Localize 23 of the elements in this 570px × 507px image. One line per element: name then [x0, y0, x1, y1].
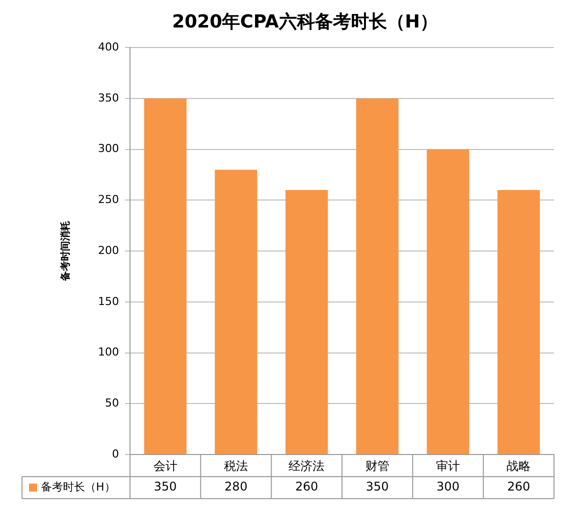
- data-label: 350: [154, 480, 177, 494]
- data-label: 280: [224, 480, 248, 494]
- y-tick-label: 350: [98, 91, 119, 104]
- x-tick-label: 经济法: [288, 458, 325, 473]
- x-tick-label: 战略: [506, 458, 531, 473]
- y-tick-label: 0: [112, 447, 119, 460]
- data-label: 300: [436, 480, 460, 494]
- y-tick-label: 150: [98, 294, 119, 308]
- y-tick-label: 200: [98, 244, 119, 257]
- y-tick-label: 100: [98, 346, 119, 359]
- chart-title: 2020年CPA六科备考时长（H）: [172, 11, 438, 32]
- data-label: 260: [295, 480, 318, 494]
- x-tick-label: 审计: [436, 458, 460, 473]
- x-tick-label: 财管: [365, 458, 390, 473]
- y-tick-label: 400: [98, 40, 119, 54]
- y-tick-label: 50: [104, 396, 119, 410]
- y-tick-label: 300: [98, 142, 119, 156]
- data-label: 260: [507, 480, 530, 494]
- y-tick-label: 250: [98, 193, 119, 206]
- x-tick-label: 税法: [224, 458, 248, 473]
- y-axis-title: 备考时间消耗: [60, 221, 72, 282]
- x-tick-label: 会计: [153, 458, 178, 473]
- data-label: 350: [366, 480, 389, 494]
